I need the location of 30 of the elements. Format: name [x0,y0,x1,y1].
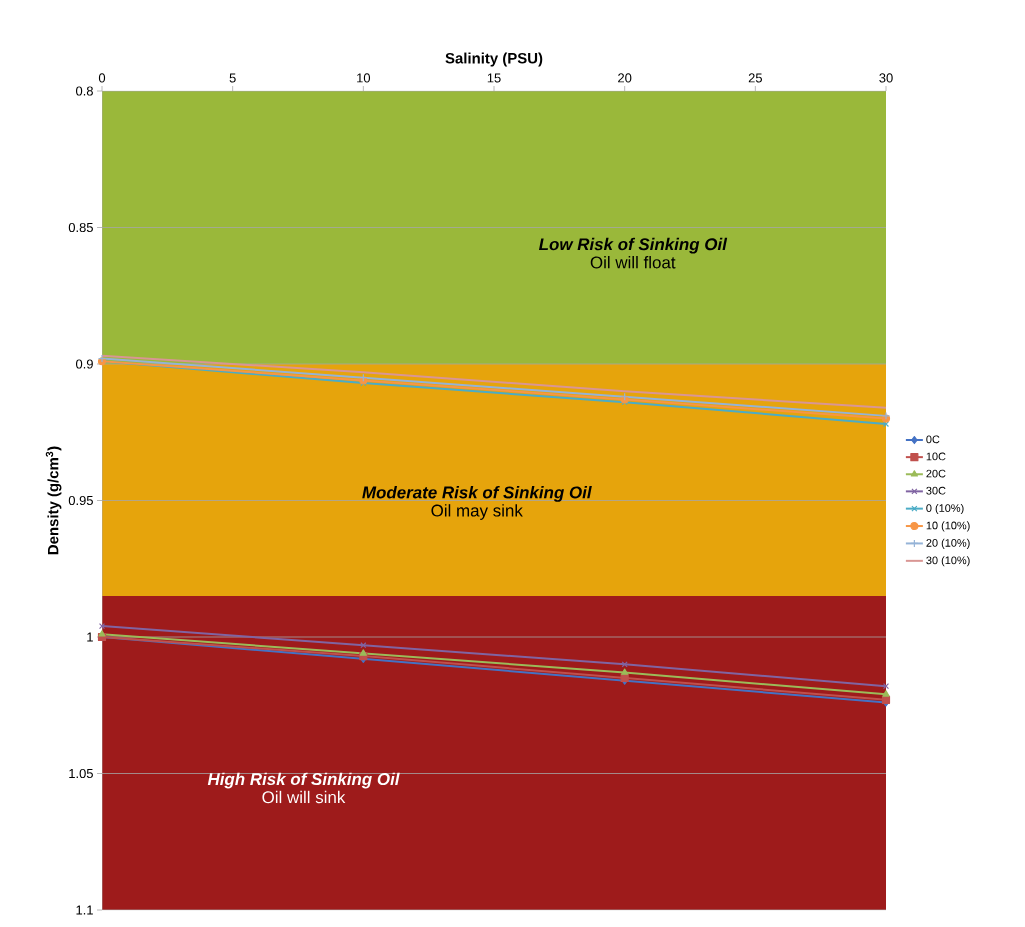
legend-label: 10C [926,452,946,461]
y-tick-label: 0.9 [75,359,93,369]
band-label: Low Risk of Sinking Oil [538,237,728,254]
legend-label: 0 (10%) [926,503,964,515]
y-tick-label: 1.1 [76,905,93,915]
x-tick-label: 15 [487,73,501,83]
legend-label: 30C [926,486,946,495]
y-tick-label: 1.05 [69,768,93,779]
band-label: High Risk of Sinking Oil [207,772,400,789]
annotation: Oil will sink [262,790,346,804]
x-tick-label: 5 [229,73,236,83]
annotation: Oil will float [590,256,676,269]
x-tick-label: 10 [357,73,371,83]
y-axis-title: Density (g/cm$^{3}$) [45,446,62,555]
band-label: Moderate Risk of Sinking Oil [362,485,592,502]
annotation: Oil may sink [431,504,523,520]
x-tick-label: 0 [98,73,106,83]
legend-label: 30 (10%) [926,556,970,567]
y-tick-label: 1 [87,632,93,642]
legend-label: 10 (10%) [926,521,970,532]
legend-label: 0C [926,435,940,444]
y-tick-label: 0.95 [68,495,93,506]
x-tick-label: 25 [748,73,762,83]
y-tick-label: 0.85 [68,222,93,233]
y-tick-label: 0.8 [75,86,93,96]
legend-label: 20 (10%) [926,538,970,549]
x-tick-label: 20 [618,73,632,83]
x-tick-label: 30 [879,73,893,83]
x-axis-title: Salinity (PSU) [445,52,543,67]
legend-label: 20C [926,469,946,478]
